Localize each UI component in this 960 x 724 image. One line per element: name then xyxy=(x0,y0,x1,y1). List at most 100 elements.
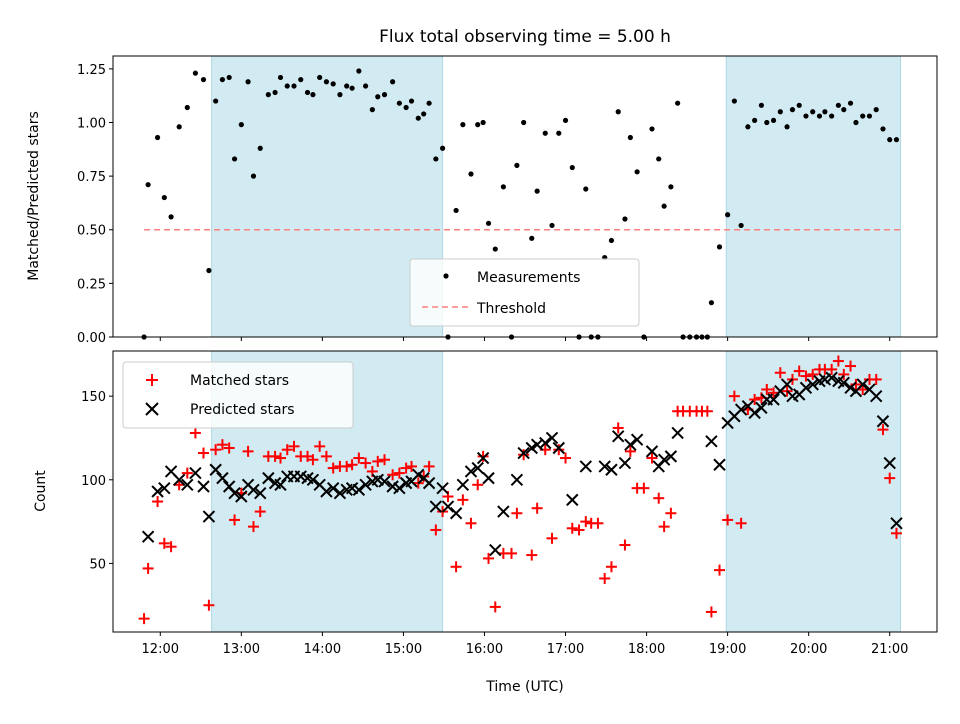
predicted-star-point xyxy=(611,430,625,443)
matched-star-point xyxy=(489,601,501,613)
x-tick-label: 20:00 xyxy=(790,642,827,657)
measurement-point xyxy=(745,124,751,130)
predicted-star-point xyxy=(890,517,903,530)
measurement-point xyxy=(291,83,297,89)
matched-star-point xyxy=(483,552,495,564)
measurement-point xyxy=(661,203,667,209)
y-tick-label: 0.75 xyxy=(77,170,106,185)
measurement-point xyxy=(426,100,432,106)
measurement-point xyxy=(847,100,854,106)
measurement-point xyxy=(485,220,492,226)
predicted-star-point xyxy=(671,426,684,440)
measurement-point xyxy=(789,107,796,113)
matched-star-point xyxy=(216,439,228,451)
predicted-star-point xyxy=(172,473,186,486)
matched-star-point xyxy=(387,469,399,481)
measurement-point xyxy=(529,235,535,241)
predicted-star-point xyxy=(247,483,260,497)
measurement-point xyxy=(168,214,174,220)
predicted-star-point xyxy=(482,471,495,485)
top-shaded-intervals xyxy=(211,55,902,338)
predicted-star-point xyxy=(306,473,320,486)
measurement-point xyxy=(480,119,486,126)
measurement-point xyxy=(330,81,336,87)
measurement-point xyxy=(213,98,219,104)
predicted-star-point xyxy=(422,476,436,490)
measurement-point xyxy=(421,111,427,117)
y-tick-label: 1.00 xyxy=(77,116,106,131)
measurement-point xyxy=(369,107,375,113)
measurements-series xyxy=(141,68,900,340)
y-tick-label: 150 xyxy=(81,390,106,405)
matched-star-point xyxy=(646,452,658,464)
measurement-point xyxy=(284,83,290,89)
matched-star-point xyxy=(372,455,384,467)
predicted-star-point xyxy=(254,486,267,500)
matched-star-point xyxy=(341,460,353,472)
measurement-point xyxy=(468,171,474,177)
measurement-point xyxy=(317,74,323,81)
y-tick-label: 100 xyxy=(81,474,106,489)
matched-star-point xyxy=(701,405,713,417)
matched-star-point xyxy=(838,368,850,380)
x-tick-label: 18:00 xyxy=(628,642,665,657)
top-y-axis: 0.00 0.25 0.50 0.75 1.00 1.25 xyxy=(77,63,113,346)
measurement-point xyxy=(304,89,311,96)
measurement-point xyxy=(200,76,207,83)
bottom-y-axis-label: Count xyxy=(33,470,49,512)
predicted-star-point xyxy=(235,490,248,503)
predicted-star-point xyxy=(189,466,202,480)
measurement-point xyxy=(803,113,809,119)
matched-star-point xyxy=(573,524,585,536)
measurement-point xyxy=(549,222,555,229)
matched-star-point xyxy=(158,537,170,549)
measurement-point xyxy=(569,164,575,171)
measurement-point xyxy=(415,115,421,121)
measurement-point xyxy=(408,98,415,104)
measurement-point xyxy=(440,145,446,151)
predicted-star-point xyxy=(780,378,794,391)
legend-threshold-label: Threshold xyxy=(476,301,546,317)
matched-star-point xyxy=(203,599,215,611)
matched-star-point xyxy=(619,539,631,551)
measurement-point xyxy=(784,124,790,130)
matched-star-point xyxy=(353,452,365,464)
predicted-star-point xyxy=(883,456,896,470)
measurement-point xyxy=(731,98,737,104)
predicted-star-point xyxy=(436,481,449,495)
measurement-point xyxy=(245,79,251,85)
predicted-star-point xyxy=(216,471,229,485)
measurement-point xyxy=(226,74,232,81)
predicted-star-point xyxy=(449,507,463,520)
matched-star-point xyxy=(612,422,624,434)
matched-star-point xyxy=(229,514,241,526)
measurement-point xyxy=(860,113,866,119)
measurement-point xyxy=(810,109,816,115)
predicted-star-point xyxy=(566,493,579,507)
matched-star-point xyxy=(379,454,391,466)
predicted-star-point xyxy=(326,481,340,495)
matched-star-point xyxy=(714,564,726,576)
matched-star-point xyxy=(605,561,617,573)
measurement-point xyxy=(758,102,764,108)
measurement-point xyxy=(265,92,271,98)
top-y-axis-label: Matched/Predicted stars xyxy=(26,111,42,281)
matched-star-point xyxy=(223,442,235,454)
predicted-star-point xyxy=(274,478,287,492)
measurement-point xyxy=(562,117,569,123)
matched-star-point xyxy=(242,445,254,457)
predicted-star-point xyxy=(151,485,164,498)
measurement-point xyxy=(752,117,758,123)
matched-star-point xyxy=(761,383,773,395)
matched-star-point xyxy=(774,367,786,379)
matched-star-point xyxy=(423,460,435,472)
measurement-point xyxy=(390,79,396,85)
matched-star-point xyxy=(826,363,838,375)
matched-star-point xyxy=(845,360,857,372)
measurement-point xyxy=(866,113,873,119)
predicted-star-point xyxy=(429,500,443,513)
measurement-point xyxy=(556,130,562,136)
y-tick-label: 0.25 xyxy=(77,277,106,292)
matched-star-point xyxy=(531,502,543,514)
